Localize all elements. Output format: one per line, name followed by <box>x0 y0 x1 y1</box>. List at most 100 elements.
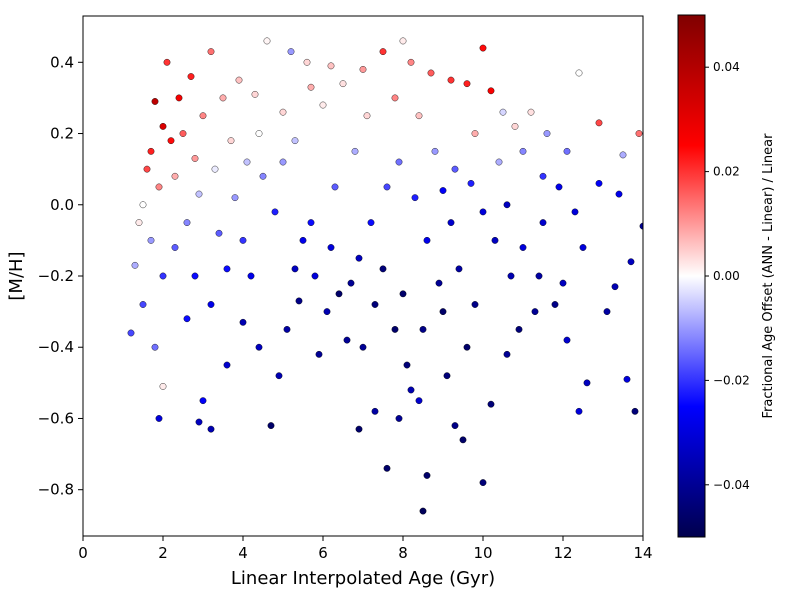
scatter-point <box>463 343 471 351</box>
x-tick-label: 6 <box>318 544 328 562</box>
scatter-point <box>267 422 275 429</box>
x-tick-label: 14 <box>633 544 652 562</box>
scatter-point <box>239 236 247 244</box>
scatter-point <box>555 183 563 191</box>
scatter-point <box>303 58 311 66</box>
scatter-point <box>515 326 523 333</box>
scatter-point <box>171 244 179 251</box>
scatter-point <box>451 165 459 173</box>
scatter-point <box>223 265 231 273</box>
scatter-point <box>415 112 423 120</box>
x-tick-label: 4 <box>238 544 248 562</box>
scatter-point <box>415 397 423 405</box>
scatter-point <box>479 208 487 216</box>
scatter-point <box>147 236 155 244</box>
scatter-point <box>179 130 187 137</box>
scatter-point <box>419 507 427 515</box>
scatter-point <box>291 265 299 273</box>
scatter-point <box>431 147 439 155</box>
scatter-point <box>395 415 403 422</box>
x-tick-label: 12 <box>553 544 572 562</box>
scatter-point <box>155 183 163 191</box>
scatter-point <box>539 172 547 180</box>
scatter-point <box>371 301 379 308</box>
scatter-point <box>511 123 519 130</box>
scatter-point <box>423 472 431 479</box>
scatter-point <box>575 69 583 77</box>
scatter-point <box>479 44 487 52</box>
scatter-point <box>595 179 603 187</box>
scatter-point <box>355 254 363 262</box>
scatter-point <box>395 158 403 166</box>
scatter-point <box>535 272 543 280</box>
scatter-point <box>399 290 407 298</box>
scatter-point <box>351 147 359 155</box>
scatter-point <box>563 147 571 155</box>
scatter-point <box>291 137 299 145</box>
scatter-point <box>383 183 391 191</box>
scatter-point <box>343 336 351 344</box>
scatter-point <box>183 219 191 226</box>
scatter-point <box>327 244 335 251</box>
scatter-point <box>563 336 571 344</box>
scatter-point <box>519 147 527 155</box>
scatter-point <box>419 326 427 333</box>
scatter-point <box>195 418 203 426</box>
scatter-point <box>251 90 259 98</box>
x-axis-label: Linear Interpolated Age (Gyr) <box>231 568 495 589</box>
scatter-point <box>443 372 451 380</box>
scatter-point <box>187 73 195 80</box>
scatter-point <box>235 76 243 84</box>
scatter-point <box>195 190 203 198</box>
scatter-point <box>427 69 435 77</box>
scatter-point <box>279 158 287 166</box>
scatter-point <box>255 343 263 351</box>
scatter-point <box>503 201 511 209</box>
x-tick-label: 10 <box>473 544 492 562</box>
scatter-point <box>531 308 539 316</box>
scatter-point <box>315 350 323 358</box>
scatter-point <box>495 158 503 166</box>
scatter-point <box>163 58 171 66</box>
scatter-point <box>271 208 279 216</box>
scatter-point <box>615 190 623 198</box>
scatter-point <box>611 283 619 291</box>
y-axis-label: [M/H] <box>6 251 27 300</box>
scatter-point <box>383 464 391 472</box>
scatter-point <box>359 66 367 73</box>
scatter-point <box>139 301 147 308</box>
scatter-point <box>347 279 355 287</box>
scatter-point <box>559 279 567 287</box>
y-tick-label: −0.4 <box>38 338 74 356</box>
scatter-point <box>219 94 227 102</box>
scatter-point <box>319 101 327 109</box>
scatter-point <box>151 98 159 105</box>
scatter-point <box>435 279 443 287</box>
scatter-point <box>391 326 399 333</box>
scatter-point <box>135 219 143 226</box>
scatter-point <box>191 155 199 162</box>
scatter-point <box>551 301 559 308</box>
colorbar-tick-label: 0.04 <box>713 60 740 74</box>
scatter-point <box>307 219 315 226</box>
x-tick-label: 8 <box>398 544 408 562</box>
scatter-point <box>259 172 267 180</box>
y-tick-label: 0.2 <box>50 125 74 143</box>
scatter-point <box>183 315 191 323</box>
scatter-point <box>139 201 147 209</box>
scatter-point <box>627 258 635 266</box>
scatter-point <box>199 397 207 405</box>
scatter-point <box>447 76 455 84</box>
scatter-point <box>619 151 627 159</box>
scatter-point <box>371 407 379 415</box>
scatter-point <box>207 425 215 433</box>
scatter-point <box>327 62 335 70</box>
scatter-point <box>451 422 459 429</box>
scatter-point <box>159 272 167 280</box>
scatter-point <box>571 208 579 216</box>
scatter-point <box>463 80 471 88</box>
y-tick-label: −0.8 <box>38 481 74 499</box>
scatter-point <box>231 194 239 202</box>
scatter-point <box>223 361 231 369</box>
